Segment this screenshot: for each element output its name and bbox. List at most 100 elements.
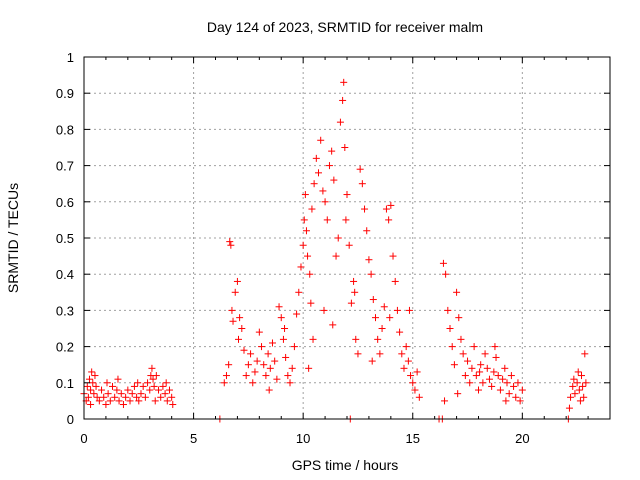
y-tick-label: 0.4	[56, 267, 74, 282]
data-point	[91, 372, 99, 380]
data-point	[293, 310, 301, 318]
data-point	[582, 379, 590, 387]
data-point	[122, 393, 130, 401]
data-point	[117, 390, 125, 398]
data-point	[162, 379, 170, 387]
data-point	[453, 288, 461, 296]
data-point	[368, 357, 376, 365]
data-point	[159, 382, 167, 390]
data-point	[481, 350, 489, 358]
data-point	[574, 368, 582, 376]
data-point	[320, 306, 328, 314]
data-point	[139, 382, 147, 390]
data-point	[361, 205, 369, 213]
y-tick-label: 0.1	[56, 376, 74, 391]
data-point	[345, 241, 353, 249]
data-point	[407, 372, 415, 380]
data-point	[446, 325, 454, 332]
data-point	[249, 379, 257, 387]
data-point	[369, 296, 377, 304]
data-point	[100, 393, 108, 401]
data-point	[347, 299, 355, 307]
data-point	[228, 306, 236, 314]
data-point	[157, 393, 165, 401]
data-point	[284, 372, 292, 380]
data-point	[386, 314, 394, 322]
data-point	[149, 375, 157, 383]
data-point	[514, 379, 522, 387]
data-point	[281, 325, 289, 332]
data-point	[126, 397, 134, 405]
data-point	[108, 382, 116, 390]
data-point	[512, 393, 520, 401]
data-point	[387, 201, 395, 209]
data-point	[321, 198, 329, 206]
data-point	[483, 364, 491, 372]
data-point	[329, 321, 337, 329]
data-point	[499, 375, 507, 383]
data-point	[332, 252, 340, 260]
data-point	[343, 191, 351, 199]
data-point	[571, 390, 579, 398]
data-point	[265, 386, 273, 394]
x-tick-label: 15	[406, 431, 420, 446]
data-point	[393, 306, 401, 314]
data-point	[358, 180, 366, 188]
data-point	[573, 379, 581, 387]
data-point	[297, 263, 305, 271]
data-point	[88, 368, 96, 376]
data-point	[104, 390, 112, 398]
data-point	[299, 241, 307, 249]
grid-lines	[84, 57, 610, 419]
data-point	[235, 335, 243, 343]
data-point	[229, 317, 237, 325]
data-point	[485, 375, 493, 383]
data-point	[87, 386, 95, 394]
data-point	[472, 372, 480, 380]
data-point	[150, 382, 158, 390]
data-point	[365, 256, 373, 264]
data-point	[90, 390, 98, 398]
data-point	[98, 386, 106, 394]
data-point	[169, 401, 177, 409]
data-point	[578, 372, 586, 380]
data-point	[251, 368, 259, 376]
data-point	[576, 397, 584, 405]
data-point	[502, 397, 510, 405]
data-point	[341, 144, 349, 151]
data-point	[301, 191, 309, 199]
data-point	[279, 335, 287, 343]
data-point	[413, 368, 421, 376]
data-point	[295, 288, 303, 296]
x-axis-label: GPS time / hours	[292, 457, 399, 473]
data-point	[454, 390, 462, 398]
data-point	[148, 364, 156, 372]
data-point	[405, 306, 413, 314]
data-point	[398, 350, 406, 358]
data-point	[244, 361, 252, 369]
data-point	[459, 350, 467, 358]
data-point	[315, 169, 323, 177]
data-point	[319, 187, 327, 195]
data-point	[391, 277, 399, 285]
data-point	[273, 375, 281, 383]
data-point	[290, 343, 298, 351]
data-point	[222, 372, 230, 380]
y-tick-labels: 0 0.1 0.2 0.3 0.4 0.5 0.6 0.7 0.8 0.9 1	[56, 50, 74, 427]
data-point	[325, 162, 333, 170]
data-point	[575, 386, 583, 394]
x-tick-labels: 0 5 10 15 20	[80, 431, 529, 446]
y-tick-label: 0.6	[56, 195, 74, 210]
data-point	[442, 270, 450, 278]
data-point	[302, 227, 310, 235]
x-tick-label: 0	[80, 431, 87, 446]
y-tick-label: 0.3	[56, 303, 74, 318]
data-point	[114, 375, 122, 383]
data-point	[111, 393, 119, 401]
data-point	[503, 379, 511, 387]
data-point	[312, 154, 320, 162]
data-points	[80, 78, 590, 423]
data-point	[226, 238, 234, 246]
data-point	[411, 386, 419, 394]
